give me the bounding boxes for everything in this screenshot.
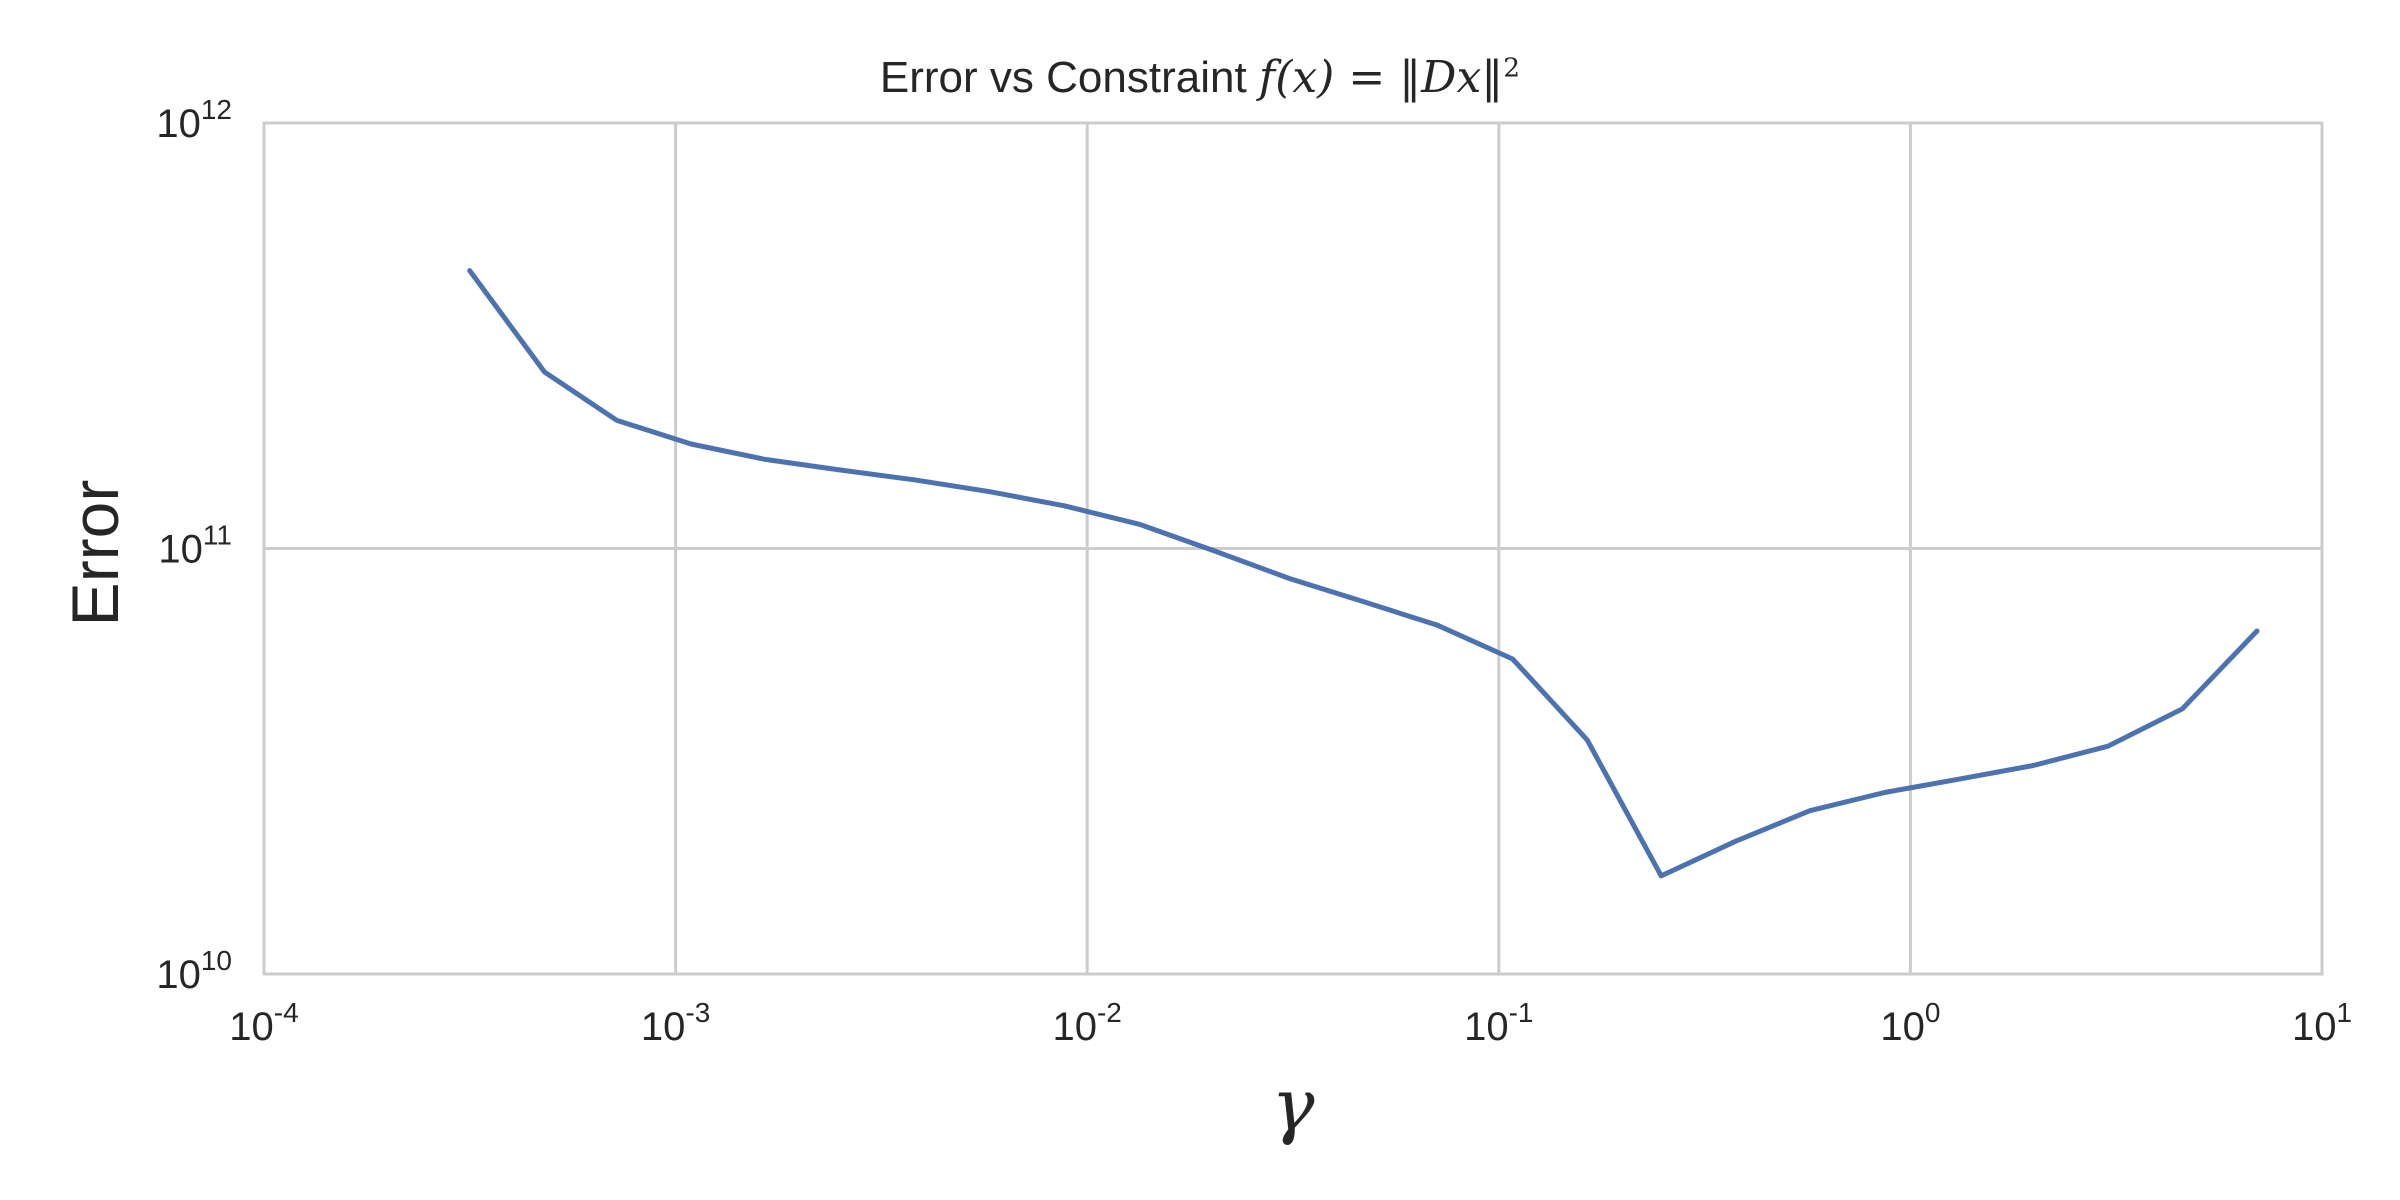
plot-area-frame <box>262 121 2324 976</box>
x-tick-label: 10-1 <box>1464 997 1533 1049</box>
chart-title-formula: f(x) = ‖Dx‖2 <box>1259 52 1520 103</box>
chart-title-formula-exponent: 2 <box>1503 52 1521 84</box>
y-tick-label: 1011 <box>158 520 232 572</box>
x-tick-label: 10-4 <box>229 997 298 1049</box>
grid-lines <box>264 123 2322 974</box>
x-tick-label: 10-3 <box>641 997 710 1049</box>
chart-title: Error vs Constraint f(x) = ‖Dx‖2 <box>0 52 2400 103</box>
series-line <box>467 268 2260 879</box>
y-tick-label: 1012 <box>156 94 232 146</box>
x-tick-label: 10-2 <box>1052 997 1121 1049</box>
chart-title-text: Error vs Constraint <box>879 53 1247 102</box>
x-tick-label: 101 <box>2292 997 2352 1049</box>
y-axis-ticks: 1010 1011 1012 <box>156 94 232 997</box>
chart-title-formula-body: f(x) = ‖Dx‖ <box>1258 52 1504 103</box>
y-axis-label: Error <box>58 480 132 627</box>
series-layer <box>467 268 2260 879</box>
x-tick-label: 100 <box>1880 997 1940 1049</box>
y-tick-label: 1010 <box>156 945 232 997</box>
x-axis-ticks: 10-4 10-3 10-2 10-1 100 101 <box>229 997 2352 1049</box>
x-axis-label: γ <box>1271 1063 1315 1147</box>
